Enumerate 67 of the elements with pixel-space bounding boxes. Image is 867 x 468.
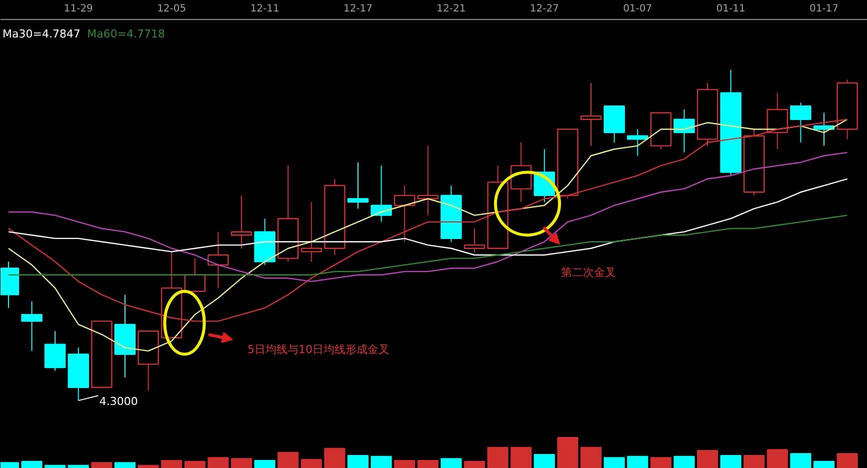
annotation: 4.3000 xyxy=(99,395,138,408)
bar xyxy=(790,453,812,468)
bar xyxy=(627,456,648,468)
bar xyxy=(510,446,532,468)
x-tick-label: 01-17 xyxy=(809,4,839,14)
bar xyxy=(487,446,508,468)
bar xyxy=(766,449,788,468)
bar xyxy=(650,457,672,468)
candlestick xyxy=(580,82,602,146)
bar xyxy=(534,454,555,468)
bar xyxy=(604,457,625,468)
bar xyxy=(44,464,66,468)
bar xyxy=(674,456,695,468)
bar xyxy=(394,460,416,468)
x-tick-label: 01-11 xyxy=(716,4,746,14)
bar xyxy=(720,454,742,468)
bar xyxy=(208,457,229,468)
x-tick-label: 12-27 xyxy=(530,4,559,14)
candlestick xyxy=(394,185,416,242)
candlestick xyxy=(21,300,42,352)
bar xyxy=(744,454,765,468)
candlestick xyxy=(674,108,695,153)
candlestick xyxy=(417,145,439,216)
candlestick xyxy=(68,347,90,402)
bar xyxy=(464,460,486,468)
candlestick xyxy=(813,112,835,146)
bar xyxy=(836,453,858,468)
bar xyxy=(161,460,182,468)
bar xyxy=(21,460,42,468)
bar xyxy=(254,460,276,468)
bar xyxy=(230,458,252,468)
candlestick xyxy=(300,202,322,262)
candlestick xyxy=(324,178,346,256)
bar xyxy=(347,454,369,468)
bar xyxy=(114,462,136,468)
bar xyxy=(184,460,206,468)
text: Ma60=4.7718 xyxy=(87,28,166,40)
bar xyxy=(417,460,438,468)
bar xyxy=(370,456,392,468)
candlestick xyxy=(230,194,252,249)
annotation: 第二次金叉 xyxy=(560,266,616,280)
bar xyxy=(91,462,112,468)
bar xyxy=(557,437,578,468)
bar xyxy=(696,450,718,468)
bar xyxy=(68,464,89,468)
x-tick-label: 12-05 xyxy=(157,4,186,14)
candlestick xyxy=(114,294,136,378)
candlestick xyxy=(510,142,532,203)
bar xyxy=(324,448,346,468)
x-tick-label: 01-07 xyxy=(623,4,652,14)
bar xyxy=(300,459,322,468)
candlestick xyxy=(347,162,369,210)
x-tick-label: 12-17 xyxy=(343,4,373,14)
bar xyxy=(813,460,835,468)
candlestick xyxy=(626,128,648,156)
candlestick xyxy=(208,231,229,289)
text: Ma30=4.7847 xyxy=(2,28,80,40)
bar xyxy=(580,446,602,468)
annotation: 5日均线与10日均线形成金叉 xyxy=(247,342,390,356)
bar xyxy=(138,464,159,468)
bar xyxy=(278,452,299,468)
x-tick-label: 12-21 xyxy=(436,4,466,14)
bar xyxy=(440,458,462,468)
candlestick xyxy=(440,185,462,242)
x-tick-label: 12-11 xyxy=(250,4,280,14)
candlestick xyxy=(44,330,66,372)
x-tick-label: 11-29 xyxy=(64,4,93,14)
